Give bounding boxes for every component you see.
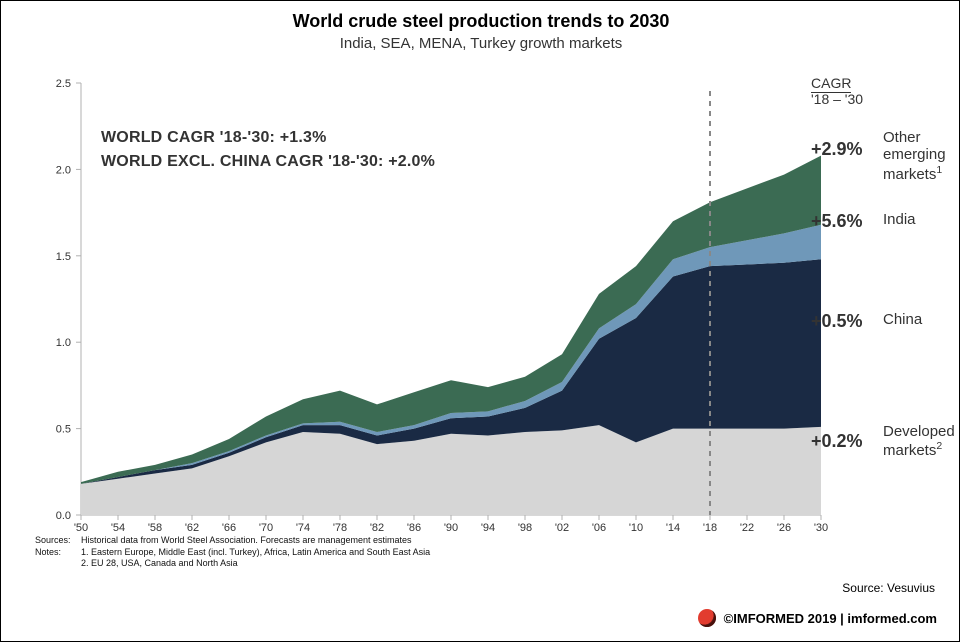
svg-text:'82: '82 [370, 522, 384, 534]
source-line: Source: Vesuvius [842, 581, 935, 595]
svg-text:'74: '74 [296, 522, 310, 534]
svg-text:'54: '54 [111, 522, 125, 534]
cagr-header-range: '18 – '30 [811, 91, 863, 107]
sources-text: Historical data from World Steel Associa… [81, 535, 411, 546]
page-title: World crude steel production trends to 2… [1, 11, 960, 32]
cagr-dev-label: Developed markets2 [883, 423, 960, 460]
cagr-china-label: China [883, 311, 922, 328]
svg-text:'94: '94 [481, 522, 495, 534]
svg-text:'14: '14 [666, 522, 680, 534]
footnotes: Sources:Historical data from World Steel… [35, 535, 430, 569]
svg-text:1.0: 1.0 [56, 337, 71, 349]
svg-text:'30: '30 [814, 522, 828, 534]
svg-text:0.0: 0.0 [56, 510, 71, 522]
svg-text:'98: '98 [518, 522, 532, 534]
footer-text: ©IMFORMED 2019 | imformed.com [724, 611, 937, 626]
page-subtitle: India, SEA, MENA, Turkey growth markets [1, 35, 960, 52]
svg-text:'18: '18 [703, 522, 717, 534]
svg-text:'90: '90 [444, 522, 458, 534]
svg-text:'70: '70 [259, 522, 273, 534]
cagr-india-label: India [883, 211, 916, 228]
svg-text:'66: '66 [222, 522, 236, 534]
svg-text:'50: '50 [74, 522, 88, 534]
cagr-india-pct: +5.6% [811, 211, 863, 231]
cagr-other-label: Other emerging markets1 [883, 129, 960, 183]
svg-text:'62: '62 [185, 522, 199, 534]
note-1: 1. Eastern Europe, Middle East (incl. Tu… [81, 547, 430, 558]
svg-text:'78: '78 [333, 522, 347, 534]
svg-text:2.0: 2.0 [56, 164, 71, 176]
svg-text:2.5: 2.5 [56, 78, 71, 90]
notes-label: Notes: [35, 547, 81, 558]
svg-text:'10: '10 [629, 522, 643, 534]
logo-icon [698, 609, 716, 627]
chart-page: World crude steel production trends to 2… [0, 0, 960, 642]
note-2: 2. EU 28, USA, Canada and North Asia [81, 558, 238, 569]
cagr-other-pct: +2.9% [811, 139, 863, 159]
svg-text:'86: '86 [407, 522, 421, 534]
svg-text:0.5: 0.5 [56, 424, 71, 436]
svg-text:'58: '58 [148, 522, 162, 534]
cagr-china-pct: +0.5% [811, 311, 863, 331]
sources-label: Sources: [35, 535, 81, 546]
footer: ©IMFORMED 2019 | imformed.com [698, 609, 937, 627]
overlay-note-1: WORLD CAGR '18-'30: +1.3% [101, 129, 327, 147]
svg-text:1.5: 1.5 [56, 251, 71, 263]
svg-text:'02: '02 [555, 522, 569, 534]
cagr-header: CAGR '18 – '30 [811, 75, 863, 107]
cagr-dev-pct: +0.2% [811, 431, 863, 451]
overlay-note-2: WORLD EXCL. CHINA CAGR '18-'30: +2.0% [101, 153, 435, 171]
svg-text:'22: '22 [740, 522, 754, 534]
svg-text:'26: '26 [777, 522, 791, 534]
svg-text:'06: '06 [592, 522, 606, 534]
